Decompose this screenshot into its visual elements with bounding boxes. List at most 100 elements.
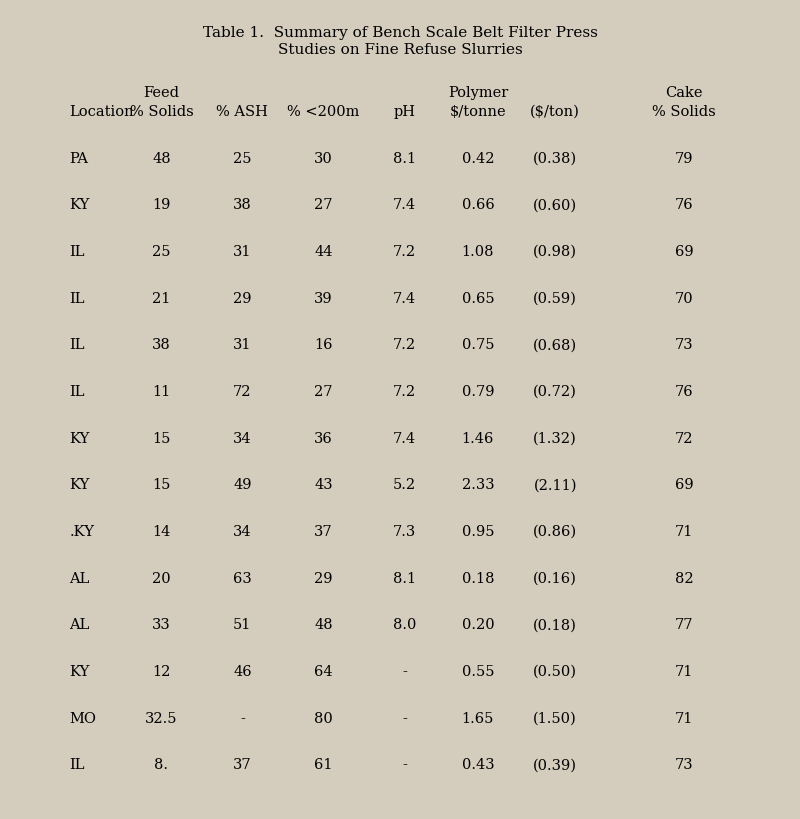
Text: 39: 39 [314,292,333,305]
Text: Feed: Feed [143,86,179,100]
Text: 34: 34 [233,525,252,539]
Text: IL: IL [70,338,85,352]
Text: .KY: .KY [70,525,94,539]
Text: 0.75: 0.75 [462,338,494,352]
Text: ($/ton): ($/ton) [530,105,580,119]
Text: (1.50): (1.50) [534,712,577,726]
Text: 8.1: 8.1 [393,572,416,586]
Text: 36: 36 [314,432,333,446]
Text: 70: 70 [674,292,694,305]
Text: (0.98): (0.98) [533,245,577,259]
Text: Polymer: Polymer [448,86,508,100]
Text: 29: 29 [314,572,333,586]
Text: 25: 25 [233,152,252,165]
Text: 46: 46 [233,665,252,679]
Text: 76: 76 [674,198,694,212]
Text: pH: pH [394,105,415,119]
Text: 29: 29 [233,292,252,305]
Text: 48: 48 [314,618,333,632]
Text: (0.72): (0.72) [534,385,577,399]
Text: 48: 48 [152,152,170,165]
Text: 79: 79 [674,152,694,165]
Text: 77: 77 [674,618,694,632]
Text: (0.68): (0.68) [533,338,578,352]
Text: $/tonne: $/tonne [450,105,506,119]
Text: 5.2: 5.2 [393,478,416,492]
Text: Studies on Fine Refuse Slurries: Studies on Fine Refuse Slurries [278,43,522,57]
Text: 0.79: 0.79 [462,385,494,399]
Text: 73: 73 [674,758,694,772]
Text: % Solids: % Solids [130,105,194,119]
Text: % ASH: % ASH [217,105,268,119]
Text: 21: 21 [152,292,170,305]
Text: 7.4: 7.4 [393,432,416,446]
Text: 7.4: 7.4 [393,292,416,305]
Text: 30: 30 [314,152,333,165]
Text: 51: 51 [234,618,251,632]
Text: 0.20: 0.20 [462,618,494,632]
Text: -: - [240,712,245,726]
Text: (0.60): (0.60) [533,198,578,212]
Text: 73: 73 [674,338,694,352]
Text: 7.2: 7.2 [393,245,416,259]
Text: 64: 64 [314,665,333,679]
Text: 80: 80 [314,712,333,726]
Text: 63: 63 [233,572,252,586]
Text: 20: 20 [152,572,170,586]
Text: 71: 71 [675,712,693,726]
Text: 7.2: 7.2 [393,338,416,352]
Text: 27: 27 [314,385,333,399]
Text: 0.18: 0.18 [462,572,494,586]
Text: IL: IL [70,245,85,259]
Text: 0.66: 0.66 [462,198,494,212]
Text: 49: 49 [233,478,252,492]
Text: (0.16): (0.16) [534,572,577,586]
Text: KY: KY [70,198,90,212]
Text: IL: IL [70,385,85,399]
Text: -: - [402,712,406,726]
Text: Cake: Cake [666,86,702,100]
Text: IL: IL [70,292,85,305]
Text: 0.55: 0.55 [462,665,494,679]
Text: 71: 71 [675,665,693,679]
Text: Table 1.  Summary of Bench Scale Belt Filter Press: Table 1. Summary of Bench Scale Belt Fil… [202,26,598,40]
Text: KY: KY [70,665,90,679]
Text: 11: 11 [152,385,170,399]
Text: 82: 82 [674,572,694,586]
Text: 7.3: 7.3 [393,525,416,539]
Text: (0.86): (0.86) [533,525,578,539]
Text: MO: MO [70,712,97,726]
Text: 32.5: 32.5 [145,712,178,726]
Text: 1.08: 1.08 [462,245,494,259]
Text: 15: 15 [152,432,170,446]
Text: 12: 12 [152,665,170,679]
Text: 61: 61 [314,758,333,772]
Text: (2.11): (2.11) [534,478,577,492]
Text: 33: 33 [152,618,171,632]
Text: 71: 71 [675,525,693,539]
Text: 1.46: 1.46 [462,432,494,446]
Text: 8.: 8. [154,758,169,772]
Text: IL: IL [70,758,85,772]
Text: KY: KY [70,478,90,492]
Text: 27: 27 [314,198,333,212]
Text: (0.50): (0.50) [533,665,577,679]
Text: 7.4: 7.4 [393,198,416,212]
Text: 25: 25 [152,245,170,259]
Text: Location: Location [70,105,134,119]
Text: PA: PA [70,152,89,165]
Text: 2.33: 2.33 [462,478,494,492]
Text: -: - [402,665,406,679]
Text: 34: 34 [233,432,252,446]
Text: % <200m: % <200m [287,105,359,119]
Text: 43: 43 [314,478,333,492]
Text: -: - [402,758,406,772]
Text: 0.43: 0.43 [462,758,494,772]
Text: 72: 72 [233,385,252,399]
Text: 8.0: 8.0 [393,618,416,632]
Text: (0.39): (0.39) [533,758,577,772]
Text: (1.32): (1.32) [534,432,577,446]
Text: 0.65: 0.65 [462,292,494,305]
Text: 1.65: 1.65 [462,712,494,726]
Text: 8.1: 8.1 [393,152,416,165]
